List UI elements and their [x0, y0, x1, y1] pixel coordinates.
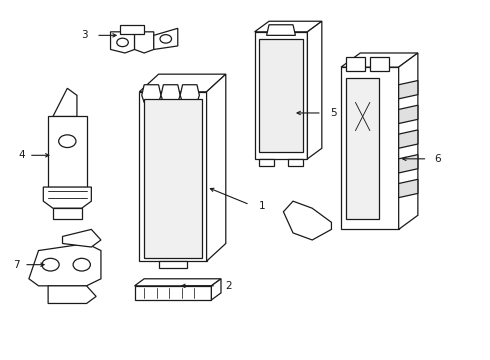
Polygon shape: [307, 21, 322, 159]
Polygon shape: [283, 201, 331, 240]
Polygon shape: [48, 117, 87, 187]
Polygon shape: [399, 130, 418, 148]
Circle shape: [73, 258, 90, 271]
Polygon shape: [43, 187, 91, 208]
Polygon shape: [180, 85, 199, 102]
Polygon shape: [139, 92, 207, 261]
Polygon shape: [120, 25, 144, 33]
Circle shape: [117, 38, 128, 47]
Polygon shape: [29, 243, 101, 286]
Text: 3: 3: [81, 30, 87, 40]
Polygon shape: [399, 105, 418, 123]
Polygon shape: [399, 53, 418, 229]
Polygon shape: [341, 53, 418, 67]
Text: 2: 2: [225, 281, 231, 291]
Polygon shape: [207, 74, 226, 261]
Text: 4: 4: [19, 150, 25, 160]
Polygon shape: [211, 279, 221, 300]
Polygon shape: [139, 74, 226, 92]
Polygon shape: [159, 261, 187, 268]
Polygon shape: [288, 159, 303, 166]
Polygon shape: [53, 88, 77, 117]
Polygon shape: [259, 39, 303, 152]
Polygon shape: [399, 81, 418, 99]
Polygon shape: [346, 78, 379, 219]
Polygon shape: [259, 159, 274, 166]
Polygon shape: [135, 32, 154, 53]
Polygon shape: [399, 154, 418, 173]
Polygon shape: [346, 57, 365, 71]
Polygon shape: [161, 85, 180, 102]
Polygon shape: [341, 67, 399, 229]
Text: 7: 7: [14, 260, 20, 270]
Polygon shape: [63, 229, 101, 247]
Polygon shape: [154, 28, 178, 49]
Text: 5: 5: [331, 108, 337, 118]
Polygon shape: [255, 32, 307, 159]
Text: 6: 6: [434, 154, 441, 164]
Polygon shape: [255, 21, 322, 32]
Polygon shape: [399, 179, 418, 198]
Polygon shape: [135, 286, 211, 300]
Text: 1: 1: [259, 202, 265, 211]
Polygon shape: [142, 85, 161, 102]
Polygon shape: [48, 286, 96, 303]
Polygon shape: [111, 32, 135, 53]
Polygon shape: [53, 208, 82, 219]
Circle shape: [42, 258, 59, 271]
Circle shape: [59, 135, 76, 148]
Polygon shape: [135, 279, 221, 286]
Polygon shape: [144, 99, 202, 258]
Polygon shape: [370, 57, 389, 71]
Polygon shape: [267, 25, 295, 35]
Circle shape: [160, 35, 172, 43]
